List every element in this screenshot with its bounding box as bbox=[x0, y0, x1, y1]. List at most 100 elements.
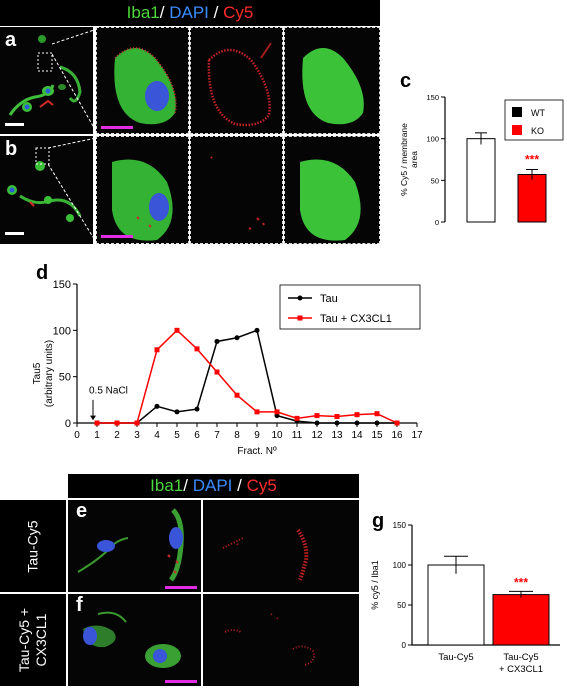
top-channel-header: Iba1/ DAPI / Cy5 bbox=[0, 0, 380, 26]
cell-merge-graphic bbox=[112, 159, 173, 241]
row-label-line: CX3CL1 bbox=[32, 613, 49, 667]
x-tick-label: 12 bbox=[311, 430, 323, 441]
data-point bbox=[154, 403, 160, 409]
scale-bar bbox=[101, 235, 133, 238]
cell-merge-graphic bbox=[114, 47, 177, 125]
data-point bbox=[314, 413, 320, 419]
scale-bar bbox=[165, 680, 197, 683]
legend-label: KO bbox=[531, 126, 544, 136]
panel-label-a: a bbox=[5, 29, 17, 51]
y-tick-label: 150 bbox=[426, 93, 439, 102]
zoom-region-box bbox=[35, 147, 50, 165]
cell-cy5-graphic bbox=[210, 156, 265, 230]
data-point bbox=[194, 406, 200, 412]
dapi-channel-label: DAPI bbox=[169, 3, 209, 22]
data-point bbox=[154, 347, 160, 353]
y-axis-label-line: % Cy5 / membrane bbox=[399, 123, 409, 196]
legend-marker bbox=[297, 315, 303, 321]
panel-a-overview-image: a bbox=[0, 27, 93, 134]
data-point bbox=[234, 392, 240, 398]
y-tick-label: 50 bbox=[431, 176, 439, 185]
x-axis-label: Fract. Nº bbox=[237, 446, 277, 457]
x-tick-label: 14 bbox=[351, 430, 363, 441]
cells-overview-graphic bbox=[8, 35, 82, 116]
row-label-text: Tau-Cy5 bbox=[24, 519, 41, 573]
data-point bbox=[214, 338, 220, 344]
significance-marker: *** bbox=[514, 575, 528, 589]
cell-iba1-graphic bbox=[300, 159, 361, 241]
cells-overview-graphic bbox=[7, 147, 82, 222]
y-axis-label: % cy5 / Iba1 bbox=[370, 560, 380, 610]
x-tick-label: 17 bbox=[411, 430, 423, 441]
x-tick-label: 5 bbox=[174, 430, 180, 441]
x-category-label: Tau-Cy5 bbox=[503, 652, 538, 663]
panel-b-zoom-merge bbox=[96, 136, 189, 244]
scale-bar bbox=[165, 586, 197, 589]
y-tick-label: 0 bbox=[435, 218, 439, 227]
x-tick-label: 11 bbox=[292, 430, 303, 441]
panel-e-merge: e bbox=[68, 500, 201, 592]
data-point bbox=[294, 415, 300, 421]
microglia-cells bbox=[8, 35, 82, 116]
dapi-channel-label: DAPI bbox=[192, 476, 233, 495]
panel-a-zoom-cy5 bbox=[190, 27, 283, 134]
zoom-connector-lines bbox=[48, 137, 97, 243]
panel-label-b: b bbox=[5, 138, 18, 160]
legend-label: WT bbox=[531, 108, 545, 118]
y-axis-label-line: area bbox=[409, 151, 419, 168]
data-point bbox=[174, 409, 180, 415]
header-separator: / bbox=[232, 476, 247, 495]
zoom-connector-lines bbox=[52, 28, 98, 134]
y-tick-label: 150 bbox=[53, 280, 71, 291]
data-point bbox=[134, 420, 140, 426]
row-label-line: Tau-Cy5 + bbox=[15, 607, 32, 673]
cell-iba1-graphic bbox=[302, 48, 364, 125]
data-point bbox=[254, 409, 260, 415]
y-tick-label: 100 bbox=[53, 325, 71, 337]
y-tick-label: 0 bbox=[65, 418, 71, 430]
data-point bbox=[274, 409, 280, 415]
legend-label: Tau bbox=[320, 293, 338, 305]
x-tick-label: 3 bbox=[134, 430, 140, 441]
panel-a-zoom-iba1 bbox=[284, 27, 380, 134]
x-tick-label: 13 bbox=[331, 430, 343, 441]
scale-bar bbox=[101, 126, 133, 129]
bar-ko bbox=[517, 174, 547, 223]
cells-merge-graphic bbox=[83, 611, 181, 668]
y-axis-label-line: Tau5 bbox=[32, 362, 43, 384]
y-tick-label: 50 bbox=[397, 601, 406, 610]
data-point bbox=[234, 335, 240, 341]
x-category-label: + CX3CL1 bbox=[499, 664, 543, 675]
legend-swatch bbox=[512, 107, 522, 117]
scale-bar bbox=[5, 232, 24, 235]
legend-label: Tau + CX3CL1 bbox=[320, 313, 392, 325]
cells-cy5-graphic bbox=[224, 613, 315, 666]
panel-b-zoom-iba1 bbox=[284, 136, 380, 244]
annotation-arrowhead bbox=[90, 415, 96, 421]
y-axis-label: % Cy5 / membranearea bbox=[399, 123, 419, 196]
data-point bbox=[334, 420, 340, 426]
significance-marker: *** bbox=[525, 153, 539, 167]
x-tick-label: 8 bbox=[234, 430, 240, 441]
panel-f-cy5 bbox=[203, 594, 359, 686]
x-tick-label: 16 bbox=[391, 430, 403, 441]
bottom-channel-header: Iba1/ DAPI / Cy5 bbox=[68, 474, 359, 498]
header-separator: / bbox=[159, 3, 170, 22]
panel-e-cy5 bbox=[203, 500, 359, 592]
data-point bbox=[334, 414, 340, 420]
bar-wt bbox=[466, 138, 496, 223]
data-point bbox=[374, 411, 380, 417]
panel-a-zoom-merge bbox=[96, 27, 189, 134]
cell-cy5-graphic bbox=[207, 42, 272, 127]
panel-label-c: c bbox=[400, 70, 412, 92]
y-axis-label: Tau5(arbitrary units) bbox=[32, 340, 55, 407]
legend-box bbox=[279, 284, 421, 330]
annotation-label: 0.5 NaCl bbox=[89, 385, 128, 396]
panel-label-d: d bbox=[36, 262, 49, 284]
x-tick-label: 1 bbox=[94, 430, 100, 441]
x-tick-label: 9 bbox=[254, 430, 260, 441]
data-point bbox=[174, 327, 180, 333]
panel-b-overview-image: b bbox=[0, 136, 93, 244]
x-tick-label: 0 bbox=[74, 430, 80, 441]
